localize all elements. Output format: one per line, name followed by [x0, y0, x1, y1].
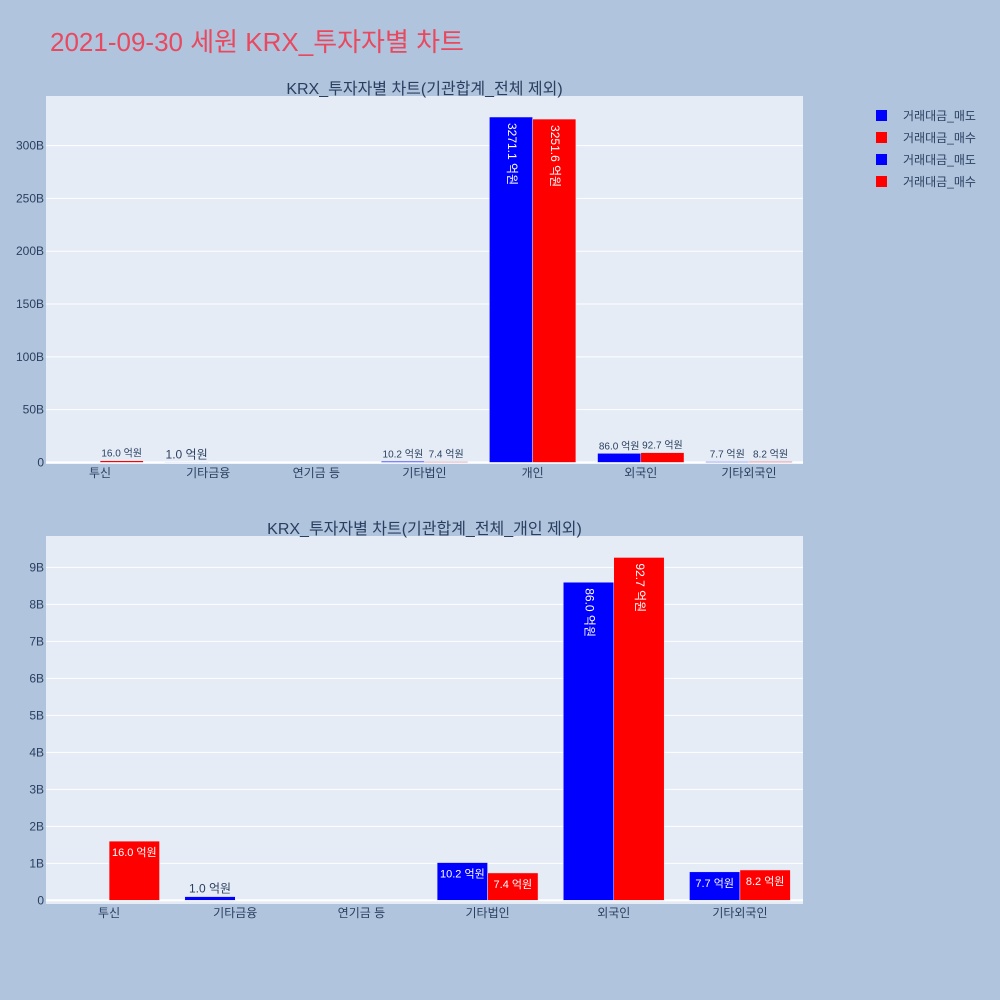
y-tick-label: 50B [23, 403, 44, 417]
x-tick-label: 투신 [89, 466, 111, 480]
data-label: 7.7 억원 [710, 449, 745, 461]
bar [532, 118, 577, 463]
chart-title: KRX_투자자별 차트(기관합계_전체 제외) [286, 80, 562, 98]
data-label: 7.4 억원 [494, 878, 533, 891]
y-tick-label: 7B [29, 634, 44, 648]
legend-label: 거래대금_매수 [903, 174, 976, 189]
bar [640, 452, 685, 463]
y-tick-label: 9B [29, 560, 44, 574]
y-tick-label: 2B [29, 819, 44, 833]
legend-item[interactable]: 거래대금_매도 [870, 148, 976, 170]
data-label: 8.2 억원 [753, 449, 788, 461]
data-label: 16.0 억원 [101, 448, 142, 460]
legend-swatch [876, 109, 887, 121]
legend-label: 거래대금_매수 [903, 130, 976, 145]
data-label: 8.2 억원 [746, 875, 785, 888]
bar [739, 869, 791, 901]
legend-swatch [876, 131, 887, 143]
y-tick-label: 3B [29, 782, 44, 796]
bar [489, 116, 533, 463]
x-tick-label: 기타금융 [186, 466, 230, 480]
y-tick-label: 0 [37, 455, 44, 469]
y-tick-label: 5B [29, 708, 44, 722]
y-tick-label: 200B [16, 244, 44, 258]
page-title: 2021-09-30 세원 KRX_투자자별 차트 [50, 27, 464, 57]
data-label: 3271.1 억원 [505, 123, 519, 185]
y-tick-label: 4B [29, 745, 44, 759]
legend-label: 거래대금_매도 [903, 152, 976, 167]
x-tick-label: 외국인 [597, 906, 630, 920]
y-tick-label: 0 [37, 893, 44, 907]
data-label: 7.7 억원 [695, 877, 734, 890]
x-tick-label: 기타외국인 [712, 906, 767, 920]
bar [689, 871, 741, 901]
legend-item[interactable]: 거래대금_매도 [870, 104, 976, 126]
y-tick-label: 100B [16, 350, 44, 364]
bar [748, 461, 793, 463]
x-tick-label: 기타금융 [213, 906, 257, 920]
data-label: 10.2 억원 [383, 448, 424, 460]
data-label: 92.7 억원 [642, 440, 683, 452]
bar [613, 557, 665, 901]
legend-label: 거래대금_매도 [903, 108, 976, 123]
x-tick-label: 외국인 [624, 466, 657, 480]
data-label: 86.0 억원 [599, 440, 640, 452]
legend-item[interactable]: 거래대금_매수 [870, 170, 976, 192]
x-tick-label: 개인 [522, 466, 544, 480]
y-tick-label: 250B [16, 191, 44, 205]
data-label: 92.7 억원 [633, 563, 647, 612]
bar [705, 461, 750, 463]
bar [380, 461, 425, 463]
x-tick-label: 기타법인 [402, 466, 446, 480]
data-label: 16.0 억원 [112, 846, 157, 859]
chart-title: KRX_투자자별 차트(기관합계_전체_개인 제외) [267, 520, 582, 538]
bar [99, 460, 144, 463]
data-label: 7.4 억원 [429, 449, 464, 461]
x-tick-label: 기타외국인 [721, 466, 776, 480]
y-tick-label: 8B [29, 597, 44, 611]
data-label: 10.2 억원 [440, 868, 485, 881]
x-tick-label: 기타법인 [465, 906, 509, 920]
bar [436, 862, 488, 901]
bar [563, 581, 614, 901]
data-label: 86.0 억원 [582, 588, 596, 637]
plot-area [46, 536, 803, 904]
data-label: 3251.6 억원 [548, 125, 562, 187]
legend-item[interactable]: 거래대금_매수 [870, 126, 976, 148]
bar [424, 461, 469, 463]
legend-swatch [876, 175, 887, 187]
y-tick-label: 1B [29, 856, 44, 870]
data-label: 1.0 억원 [166, 447, 208, 461]
x-tick-label: 연기금 등 [338, 906, 386, 920]
data-label: 1.0 억원 [189, 882, 231, 896]
bar [597, 453, 642, 463]
y-tick-label: 6B [29, 671, 44, 685]
plot-area [46, 96, 803, 464]
x-tick-label: 연기금 등 [293, 466, 341, 480]
x-tick-label: 투신 [98, 906, 120, 920]
bar [108, 840, 160, 901]
bar [487, 872, 539, 901]
legend-swatch [876, 153, 887, 165]
legend[interactable]: 거래대금_매도 거래대금_매수 거래대금_매도 거래대금_매수 [870, 104, 976, 192]
y-tick-label: 150B [16, 297, 44, 311]
bar [184, 896, 236, 901]
y-tick-label: 300B [16, 139, 44, 153]
